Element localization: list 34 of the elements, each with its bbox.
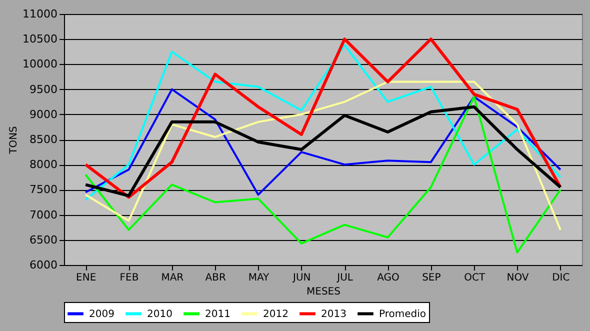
line-series (84, 80, 562, 231)
x-axis-title: MESES (306, 286, 340, 298)
y-tick-label: 10000 (22, 58, 58, 71)
x-tick-label: DIC (552, 272, 570, 284)
legend-label: Promedio (379, 308, 426, 320)
x-tick-label: FEB (120, 272, 139, 284)
legend-label: 2010 (147, 308, 172, 320)
y-tick-label: 6000 (30, 258, 58, 272)
x-tick-label: MAR (161, 272, 184, 284)
y-tick-label: 6500 (30, 233, 58, 246)
y-tick-label: 7000 (30, 208, 58, 222)
legend-label: 2009 (89, 308, 114, 320)
y-tick-label: 9000 (30, 108, 58, 121)
y-axis-title: TONS (8, 126, 20, 155)
x-tick-label: MAY (248, 272, 270, 284)
x-tick-label: ABR (205, 272, 226, 284)
y-tick-label: 8000 (30, 158, 58, 172)
line-series (84, 96, 562, 254)
line-series (84, 88, 562, 196)
y-tick-label: 8500 (30, 133, 58, 146)
x-tick-label: OCT (464, 272, 486, 284)
legend-label: 2012 (263, 308, 288, 320)
x-tick-label: JUL (336, 272, 354, 284)
legend-label: 2011 (205, 308, 230, 320)
legend-label: 2013 (321, 308, 346, 320)
y-tick-label: 7500 (30, 183, 58, 196)
x-tick-label: AGO (377, 272, 400, 284)
y-tick-label: 9500 (30, 82, 58, 96)
y-tick-label: 11000 (22, 8, 58, 20)
x-tick-label: ENE (76, 272, 96, 284)
x-tick-label: JUN (292, 272, 311, 284)
y-tick-label: 10500 (22, 32, 58, 46)
x-tick-label: NOV (506, 272, 529, 284)
x-tick-label: SEP (422, 272, 441, 284)
